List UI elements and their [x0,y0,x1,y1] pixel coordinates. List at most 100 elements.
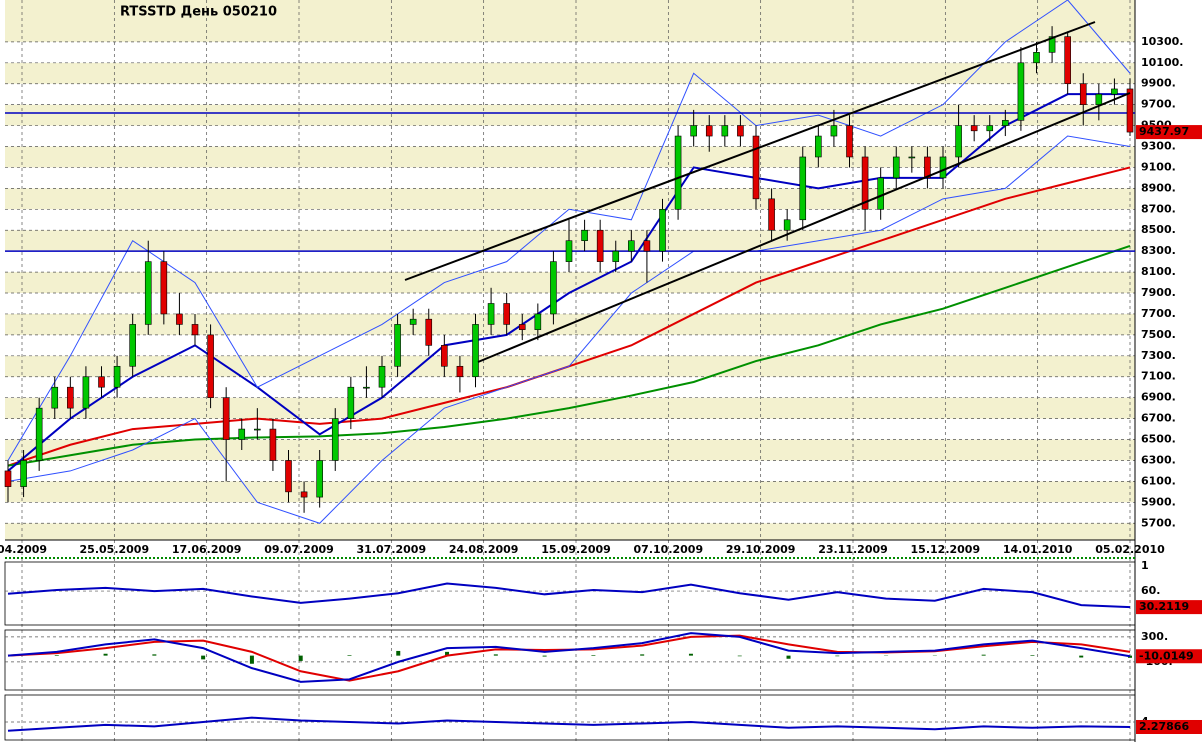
candle-body [487,303,495,325]
candle-body [565,240,573,262]
candle-body [737,125,744,137]
candle-body [113,365,121,388]
candle-body [144,261,152,325]
candle-body [285,460,292,493]
candle-body [254,428,261,431]
histogram-bar [54,655,59,656]
candle-body [861,156,869,210]
candle-body [207,334,214,398]
candle-body [394,324,401,367]
candle-body [67,386,74,409]
candle-body [1048,36,1056,53]
y-tick-label: 9300. [1141,140,1176,153]
candle-body [269,428,277,461]
candle-body [4,470,12,487]
x-tick-label: 17.06.2009 [172,543,242,556]
candle-body [908,156,916,159]
candle-body [238,428,246,440]
x-tick-label: 07.10.2009 [634,543,704,556]
histogram-bar [591,655,596,656]
y-tick-label: 60. [1141,584,1161,597]
y-tick-label: 7900. [1141,286,1176,299]
y-tick-label: 6700. [1141,412,1176,425]
candle-body [331,418,339,461]
candle-body [1095,93,1103,105]
y-tick-label: 6100. [1141,474,1176,487]
y-tick-label: 10300. [1141,35,1183,48]
panel-label: 1 [1141,559,1149,572]
candle-body [815,135,822,158]
histogram-bar [542,655,547,657]
channel-line [477,92,1131,363]
candle-body [1126,88,1134,133]
candle-body [35,407,43,461]
candle-body [581,229,588,241]
panel-frame [4,694,1136,741]
indicator-line [7,632,1131,683]
histogram-bar [249,655,254,664]
last-value-label: 2.27866 [1139,720,1189,733]
candle-body [799,156,807,221]
candle-body [441,345,448,367]
x-tick-label: 23.11.2009 [818,543,888,556]
histogram-bar [298,655,303,661]
histogram-bar [1079,655,1084,658]
y-tick-label: 6500. [1141,433,1176,446]
indicator-line [7,0,1131,461]
grid-band [5,460,1135,482]
y-tick-label: 10100. [1141,56,1183,69]
candle-body [363,386,370,389]
candle-body [1002,120,1009,126]
candle-body [924,156,931,179]
histogram-bar [786,655,791,659]
y-tick-label: 5700. [1141,516,1176,529]
candle-body [456,365,464,378]
candle-body [82,376,90,409]
candle-body [518,324,526,330]
candle-body [425,318,433,346]
x-tick-label: 15.09.2009 [541,543,611,556]
candle-body [1017,62,1025,121]
histogram-bar [201,655,206,660]
y-tick-label: 8700. [1141,202,1176,215]
y-tick-label: 9700. [1141,98,1176,111]
y-tick-label: 5900. [1141,495,1176,508]
last-value-box [1136,649,1202,664]
candle-body [674,135,682,210]
candle-body [705,125,713,137]
grid-band [5,125,1135,147]
indicator-line [7,135,1131,524]
last-value-box [1136,600,1202,615]
candle-body [1111,88,1118,95]
candle-body [892,156,900,179]
y-tick-label: 9100. [1141,160,1176,173]
last-value-label: 9437.97 [1139,125,1189,138]
y-tick-label: 6900. [1141,391,1176,404]
candle-body [628,240,635,252]
histogram-bar [1030,655,1035,656]
histogram-bar [688,653,693,656]
candle-body [986,125,994,132]
candle-body [129,324,136,367]
histogram-bar [737,655,742,657]
x-tick-label: 24.08.2009 [449,543,519,556]
candle-body [20,460,27,487]
indicator-line [7,716,1131,732]
candle-body [643,240,651,252]
histogram-bar [103,653,108,656]
candle-body [690,125,697,137]
candle-body [98,376,105,388]
y-tick-label: 9900. [1141,77,1176,90]
histogram-bar [152,654,157,656]
grid-band [5,293,1135,314]
y-tick-label: 7300. [1141,349,1176,362]
indicator-line [7,582,1131,609]
candle-body [830,125,838,137]
candle-body [191,324,199,336]
candle-body [1064,36,1071,85]
candle-body [596,229,604,262]
histogram-bar [396,650,401,656]
histogram-bar [347,655,352,656]
